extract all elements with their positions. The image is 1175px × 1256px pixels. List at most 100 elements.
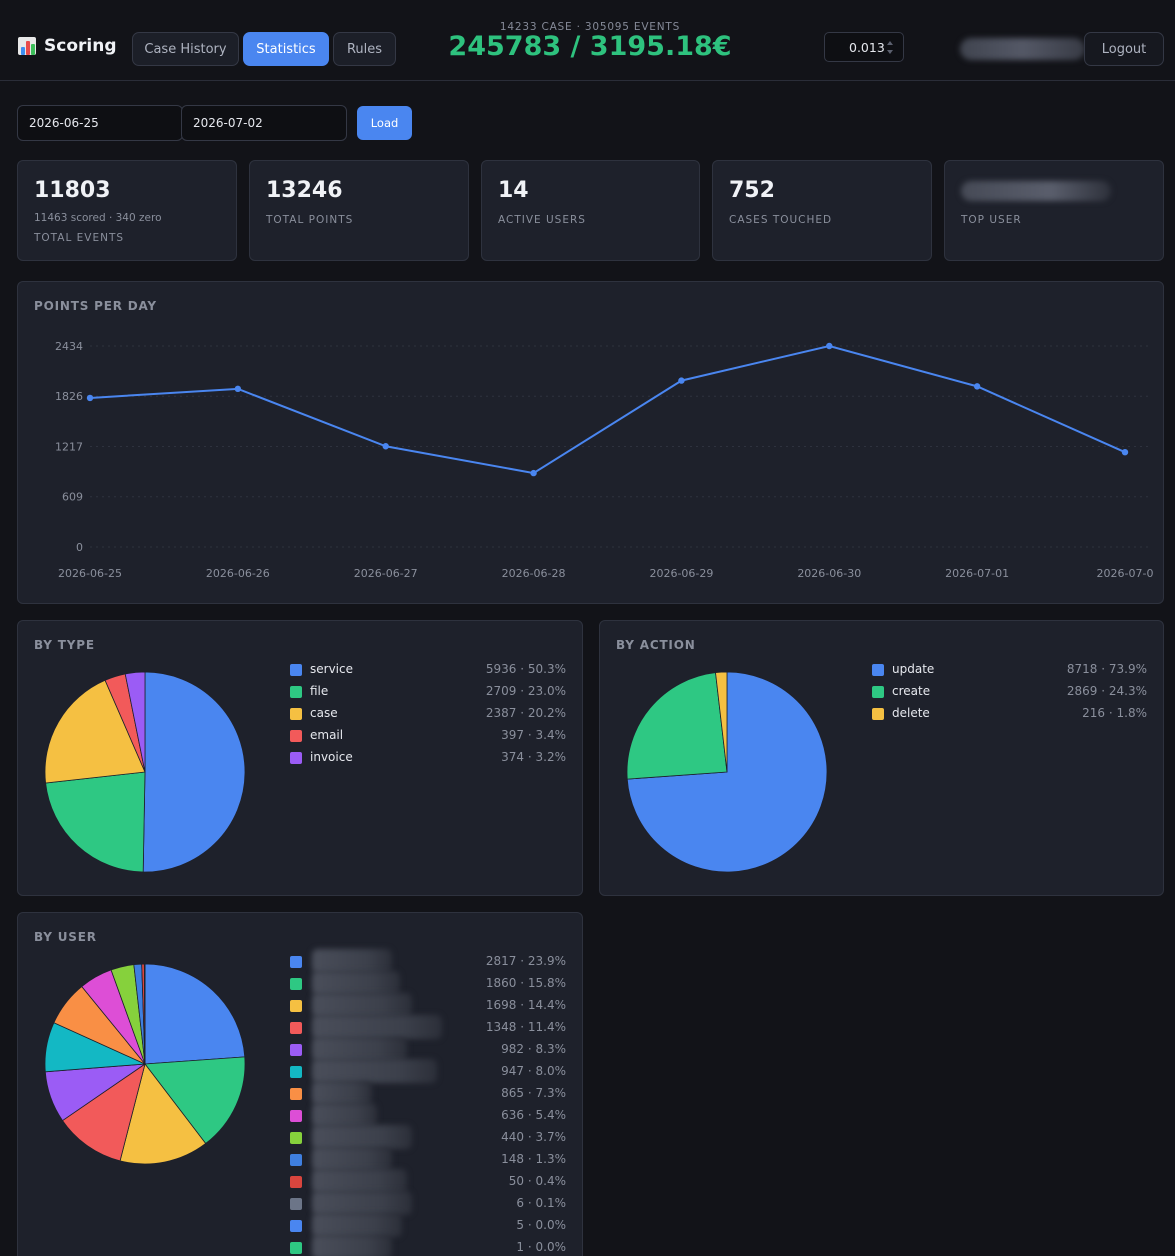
legend-value: 2869 · 24.3%	[1066, 684, 1147, 698]
legend-item: 947 · 8.0%	[290, 1059, 566, 1083]
pie-slice[interactable]	[124, 671, 146, 773]
tab-rules[interactable]: Rules	[333, 32, 396, 66]
by-action-pie-chart	[626, 671, 828, 873]
tab-case-history[interactable]: Case History	[132, 32, 239, 66]
bar-chart-icon	[18, 37, 36, 55]
stat-card-active-users: 14 ACTIVE USERS	[481, 160, 700, 261]
data-point[interactable]	[234, 385, 242, 393]
legend-name-redacted	[312, 1147, 392, 1171]
data-point[interactable]	[382, 443, 389, 450]
legend-item: 50 · 0.4%	[290, 1169, 566, 1193]
stat-value: 13246	[266, 178, 343, 203]
legend-value: 982 · 8.3%	[501, 1042, 566, 1056]
tab-statistics[interactable]: Statistics	[243, 32, 329, 66]
data-point[interactable]	[826, 342, 833, 350]
pie-slice[interactable]	[45, 771, 146, 873]
legend-item: 636 · 5.4%	[290, 1103, 566, 1127]
legend-value: 865 · 7.3%	[501, 1086, 566, 1100]
by-type-pie-chart	[44, 671, 246, 873]
data-point[interactable]	[530, 469, 537, 477]
legend-name-redacted	[312, 1015, 442, 1039]
pie-slice[interactable]	[144, 1056, 246, 1145]
brand: Scoring	[18, 36, 116, 56]
legend-value: 947 · 8.0%	[501, 1064, 566, 1078]
legend-item: 1 · 0.0%	[290, 1235, 566, 1256]
pie-slice[interactable]	[715, 671, 728, 773]
by-action-panel: BY ACTION update 8718 · 73.9% create 2869 ·…	[599, 620, 1164, 896]
legend-swatch	[290, 1066, 302, 1078]
data-point[interactable]	[1121, 448, 1129, 456]
current-user-avatar	[960, 38, 1085, 60]
legend-value: 6 · 0.1%	[516, 1196, 566, 1210]
legend-label: delete	[892, 706, 930, 720]
legend-item: 865 · 7.3%	[290, 1081, 566, 1105]
legend-swatch	[290, 1220, 302, 1232]
legend-item: 148 · 1.3%	[290, 1147, 566, 1171]
legend-swatch	[290, 708, 302, 720]
by-user-pie-chart	[44, 963, 246, 1165]
legend-swatch	[290, 956, 302, 968]
legend-name-redacted	[312, 1037, 407, 1061]
legend-value: 636 · 5.4%	[501, 1108, 566, 1122]
rate-input[interactable]: 0.013	[824, 32, 904, 62]
legend-item: file 2709 · 23.0%	[290, 684, 566, 700]
points-total: 245783 / 3195.18€	[448, 31, 732, 62]
x-tick-label: 2026-06-28	[502, 567, 566, 580]
legend-item: 440 · 3.7%	[290, 1125, 566, 1149]
legend-value: 1348 · 11.4%	[485, 1020, 566, 1034]
legend-item: invoice 374 · 3.2%	[290, 750, 566, 766]
legend-value: 148 · 1.3%	[501, 1152, 566, 1166]
pie-slice[interactable]	[61, 1063, 146, 1162]
legend-value: 1 · 0.0%	[516, 1240, 566, 1254]
legend-name-redacted	[312, 1169, 407, 1193]
date-from-input[interactable]	[17, 105, 183, 141]
x-tick-label: 2026-07-0	[1097, 567, 1154, 580]
legend-value: 397 · 3.4%	[501, 728, 566, 742]
pie-slice[interactable]	[626, 672, 728, 780]
pie-slice[interactable]	[119, 1063, 207, 1165]
legend-item: 1860 · 15.8%	[290, 971, 566, 995]
date-to-input[interactable]	[181, 105, 347, 141]
legend-label: case	[310, 706, 338, 720]
legend-value: 374 · 3.2%	[501, 750, 566, 764]
legend-swatch	[290, 1242, 302, 1254]
x-tick-label: 2026-07-01	[945, 567, 1009, 580]
legend-swatch	[290, 686, 302, 698]
legend-label: service	[310, 662, 353, 676]
legend-item: create 2869 · 24.3%	[872, 684, 1147, 700]
section-title: BY TYPE	[34, 638, 95, 652]
series-line	[89, 344, 1126, 475]
legend-name-redacted	[312, 993, 412, 1017]
case-event-summary: 14233 CASE · 305095 EVENTS	[499, 21, 681, 33]
legend-value: 2817 · 23.9%	[485, 954, 566, 968]
stepper-arrows-icon[interactable]	[887, 41, 894, 54]
stat-card-cases-touched: 752 CASES TOUCHED	[712, 160, 932, 261]
legend-label: email	[310, 728, 344, 742]
x-tick-label: 2026-06-29	[649, 567, 713, 580]
pie-slice[interactable]	[142, 671, 246, 873]
stat-label: TOTAL POINTS	[266, 214, 354, 226]
legend-swatch	[290, 752, 302, 764]
stat-label: TOP USER	[961, 214, 1022, 226]
legend-value: 440 · 3.7%	[501, 1130, 566, 1144]
pie-slice[interactable]	[44, 679, 146, 784]
legend-swatch	[872, 664, 884, 676]
legend-value: 1860 · 15.8%	[485, 976, 566, 990]
legend-item: service 5936 · 50.3%	[290, 662, 566, 678]
legend-swatch	[290, 1132, 302, 1144]
x-tick-label: 2026-06-26	[206, 567, 270, 580]
logout-button[interactable]: Logout	[1084, 32, 1164, 66]
section-title: BY ACTION	[616, 638, 696, 652]
data-point[interactable]	[678, 377, 685, 384]
data-point[interactable]	[973, 383, 981, 390]
legend-name-redacted	[312, 971, 400, 995]
legend-name-redacted	[312, 1235, 392, 1256]
load-button[interactable]: Load	[357, 106, 412, 140]
legend-item: delete 216 · 1.8%	[872, 706, 1147, 722]
stat-card-total-events: 11803 11463 scored · 340 zero TOTAL EVEN…	[17, 160, 237, 261]
legend-item: email 397 · 3.4%	[290, 728, 566, 744]
legend-item: case 2387 · 20.2%	[290, 706, 566, 722]
data-point[interactable]	[86, 394, 94, 402]
pie-slice[interactable]	[144, 963, 246, 1065]
legend-item: update 8718 · 73.9%	[872, 662, 1147, 678]
